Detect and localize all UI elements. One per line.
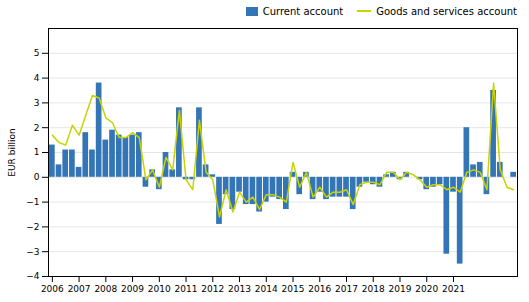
svg-text:5: 5: [34, 48, 40, 58]
svg-text:2012: 2012: [201, 284, 224, 294]
svg-text:4: 4: [34, 73, 40, 83]
svg-text:2009: 2009: [121, 284, 144, 294]
svg-text:EUR billion: EUR billion: [7, 128, 17, 176]
svg-text:2016: 2016: [308, 284, 331, 294]
svg-text:−1: −1: [26, 197, 39, 207]
svg-text:2019: 2019: [389, 284, 412, 294]
svg-text:0: 0: [34, 172, 40, 182]
svg-text:2011: 2011: [175, 284, 198, 294]
svg-text:2017: 2017: [335, 284, 358, 294]
svg-text:2020: 2020: [415, 284, 438, 294]
svg-text:2013: 2013: [228, 284, 251, 294]
html-text:Goods and services account: Goods and services account: [376, 5, 517, 17]
svg-text:2010: 2010: [148, 284, 171, 294]
svg-text:2018: 2018: [362, 284, 385, 294]
svg-text:2007: 2007: [68, 284, 91, 294]
svg-text:2: 2: [34, 123, 40, 133]
svg-text:3: 3: [34, 98, 40, 108]
svg-text:−3: −3: [26, 247, 39, 257]
svg-text:2008: 2008: [94, 284, 117, 294]
svg-text:−2: −2: [26, 222, 39, 232]
svg-text:2015: 2015: [282, 284, 305, 294]
svg-text:1: 1: [34, 147, 40, 157]
svg-text:2021: 2021: [442, 284, 465, 294]
html-text:Current account: Current account: [262, 5, 344, 17]
svg-text:−4: −4: [26, 271, 40, 281]
svg-text:2014: 2014: [255, 284, 278, 294]
svg-text:2006: 2006: [41, 284, 64, 294]
